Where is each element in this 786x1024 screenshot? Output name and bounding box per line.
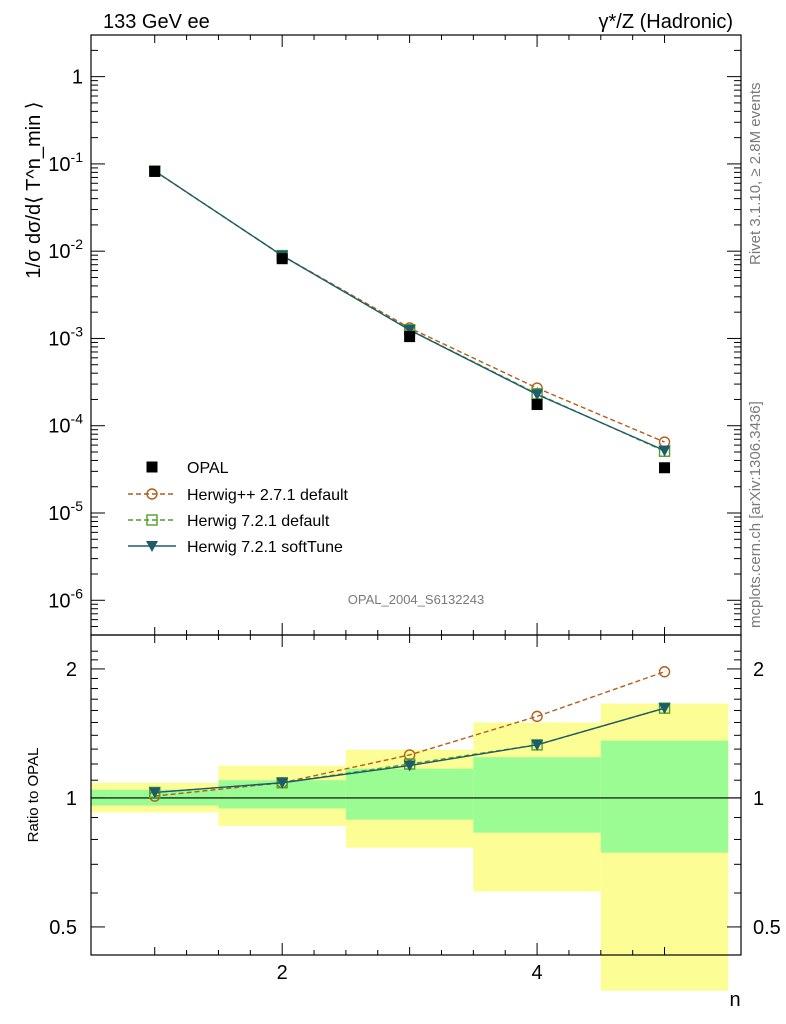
- ratio-softtune-point: [276, 777, 289, 789]
- y-tick-label-base: 10: [48, 503, 70, 525]
- y-tick-label-exponent: -3: [71, 323, 84, 339]
- legend-label-data: OPAL: [187, 460, 229, 477]
- y-tick-label-exponent: -5: [71, 498, 84, 514]
- y-tick-label: 10-4: [48, 411, 83, 438]
- main-data-point: [531, 399, 543, 411]
- y-tick-label-base: 10: [48, 590, 70, 612]
- legend-marker-softtune: [146, 541, 158, 552]
- header-right-label: γ*/Z (Hadronic): [599, 11, 733, 33]
- ratio-plot-frame: [90, 634, 742, 956]
- main-data-point: [276, 253, 288, 265]
- analysis-watermark: OPAL_2004_S6132243: [348, 592, 484, 607]
- header-left-label: 133 GeV ee: [103, 11, 210, 33]
- x-tick-label: 4: [532, 962, 543, 984]
- y-tick-label-exponent: -2: [71, 236, 84, 252]
- main-data-point: [404, 331, 416, 343]
- ratio-y-axis-label: Ratio to OPAL: [25, 748, 42, 843]
- legend: OPAL Herwig++ 2.7.1 default Herwig 7.2.1 d…: [128, 460, 349, 556]
- ratio-plot-panel: 2 4 0.5 0.5 1 1 2 2: [49, 634, 781, 991]
- legend-marker-herwig721: [146, 514, 158, 526]
- main-herwigpp-line: [154, 170, 665, 443]
- main-y-axis-label: 1/σ dσ/d⟨ T^n_min ⟩: [23, 101, 45, 278]
- uncertainty-band-inner: [473, 757, 601, 833]
- y-tick-label: 0.5: [49, 917, 77, 939]
- main-plot-panel: 10-610-510-410-310-210-11: [48, 34, 742, 636]
- x-axis-label: n: [729, 989, 740, 1011]
- legend-label-herwigpp: Herwig++ 2.7.1 default: [187, 487, 349, 504]
- legend-marker-data: [146, 461, 158, 473]
- main-data-point: [659, 462, 671, 474]
- y-tick-label-exponent: -1: [71, 149, 84, 165]
- main-softtune-point: [658, 445, 671, 457]
- ratio-herwigpp-line: [154, 671, 665, 797]
- ratio-herwigpp-point: [403, 749, 416, 761]
- legend-label-herwig721: Herwig 7.2.1 default: [187, 513, 330, 530]
- ratio-softtune-point: [403, 760, 416, 772]
- legend-label-softtune: Herwig 7.2.1 softTune: [187, 539, 343, 556]
- y-tick-label: 10-2: [48, 236, 83, 263]
- y-tick-label: 1: [66, 788, 77, 810]
- y-tick-label-base: 10: [48, 416, 70, 438]
- ratio-herwigpp-point: [658, 666, 671, 678]
- y-tick-label-right: 2: [753, 659, 764, 681]
- y-tick-label-base: 10: [48, 241, 70, 263]
- main-softtune-line: [154, 170, 665, 452]
- main-softtune-point: [531, 389, 544, 401]
- y-tick-label: 2: [66, 659, 77, 681]
- ratio-herwigpp-point: [531, 710, 543, 723]
- y-tick-label: 10-1: [48, 149, 83, 176]
- ratio-softtune-point: [658, 703, 671, 715]
- uncertainty-band-inner: [345, 768, 474, 820]
- y-tick-label-base: 10: [48, 154, 70, 176]
- x-tick-label: 2: [277, 962, 288, 984]
- y-tick-label: 10-3: [48, 323, 83, 350]
- rivet-version-label: Rivet 3.1.10, ≥ 2.8M events: [747, 83, 764, 266]
- y-tick-label: 1: [72, 67, 83, 89]
- y-tick-label: 10-6: [48, 585, 83, 612]
- y-tick-label-right: 0.5: [753, 917, 781, 939]
- main-data-point: [149, 165, 161, 177]
- mcplots-label: mcplots.cern.ch [arXiv:1306.3436]: [747, 401, 764, 628]
- main-herwig721-line: [154, 170, 665, 452]
- main-softtune-point: [403, 324, 416, 336]
- y-tick-label-base: 10: [48, 328, 70, 350]
- y-tick-label-exponent: -4: [71, 411, 84, 427]
- y-tick-label-right: 1: [753, 788, 764, 810]
- ratio-softtune-point: [148, 787, 161, 799]
- y-tick-label: 10-5: [48, 498, 83, 525]
- uncertainty-band-inner: [600, 740, 729, 853]
- ratio-softtune-point: [531, 739, 544, 751]
- legend-marker-herwigpp: [146, 488, 158, 500]
- y-tick-label-exponent: -6: [71, 585, 84, 601]
